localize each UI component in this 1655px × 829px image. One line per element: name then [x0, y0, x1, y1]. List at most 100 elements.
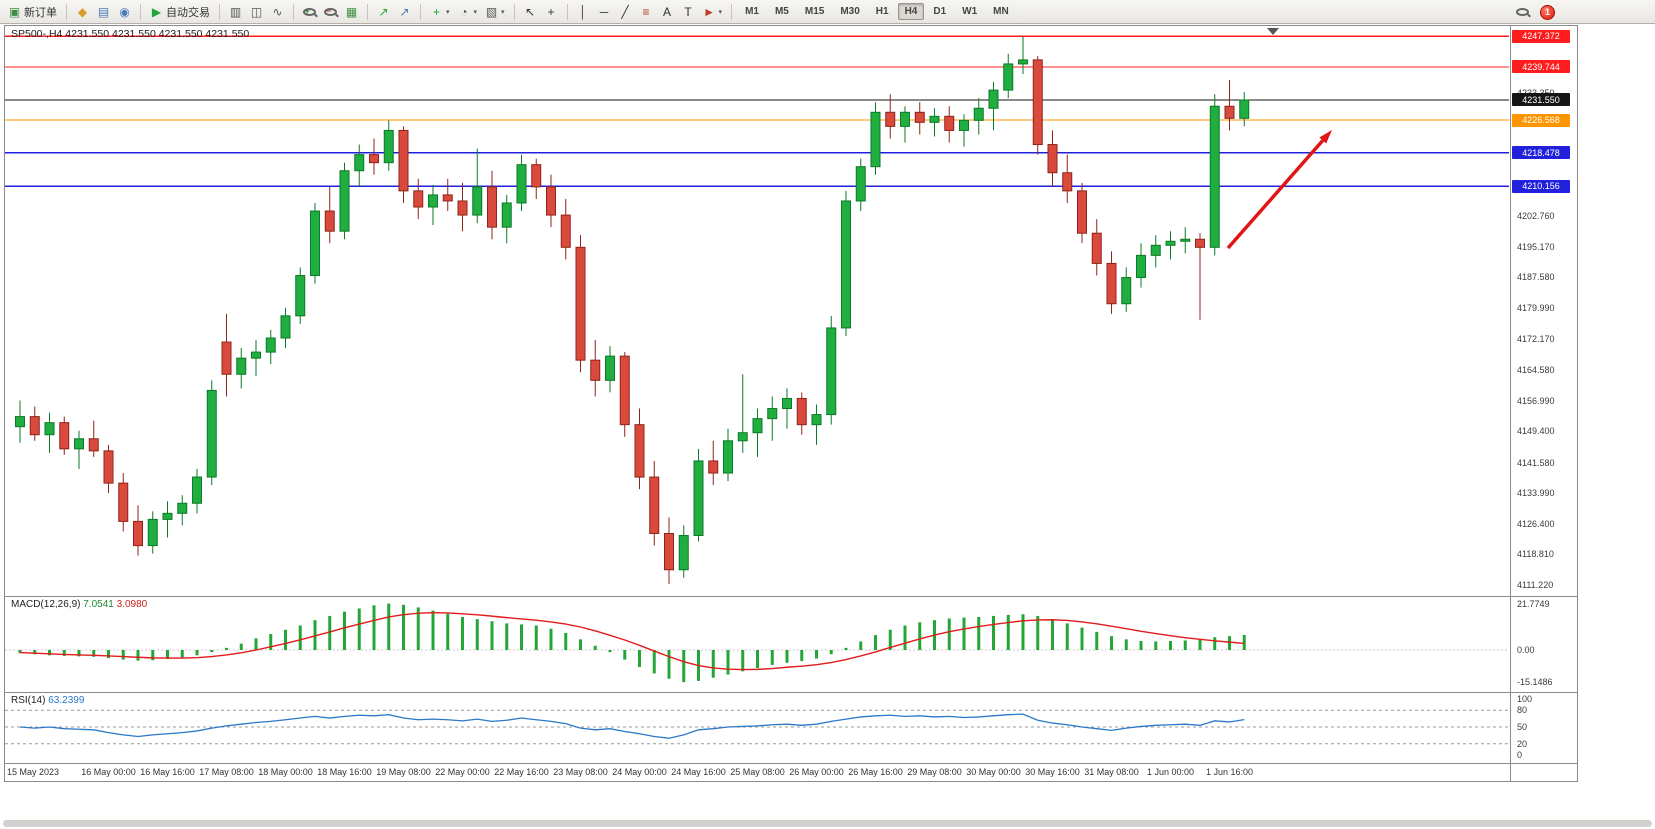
price-axis-label: 4149.400 [1517, 426, 1555, 437]
dropdown-caret-icon: ▾ [501, 8, 505, 16]
clock-icon: ◔ [460, 4, 468, 19]
toolbar-right: 1 [1512, 0, 1555, 24]
time-axis: 15 May 2023 16 May 00:00 16 May 16:00 17 Ma… [5, 764, 1509, 781]
timeframe-d1[interactable]: D1 [933, 6, 947, 17]
label-button[interactable]: T [678, 2, 699, 22]
macd-histogram [18, 603, 1246, 683]
candlestick-button[interactable]: ◫ [246, 2, 267, 22]
indicator-list-button[interactable]: ↗ [394, 2, 415, 22]
macd-main-value: 7.0541 [83, 599, 114, 610]
text-icon: A [663, 4, 672, 19]
rsi-panel-canvas[interactable] [5, 693, 1509, 763]
time-axis-label: 16 May 16:00 [140, 767, 195, 777]
toolbar-separator [367, 3, 368, 20]
rsi-axis-label: 80 [1517, 705, 1528, 716]
zoom-out-button[interactable] [320, 2, 341, 22]
price-axis-label: 4164.580 [1517, 364, 1555, 375]
price-chart-canvas[interactable] [5, 26, 1509, 596]
time-axis-label: 17 May 08:00 [199, 767, 254, 777]
price-axis-label: 4141.580 [1517, 457, 1555, 468]
notifications-badge[interactable]: 1 [1540, 4, 1555, 20]
tile-windows-button[interactable]: ▦ [341, 2, 362, 22]
horizontal-level-lines [5, 35, 1509, 187]
indicators-icon: ↗ [378, 4, 389, 19]
timeframe-m5[interactable]: M5 [774, 6, 789, 17]
zoom-in-icon [303, 7, 316, 16]
timeframe-h4[interactable]: H4 [897, 3, 925, 20]
line-chart-button[interactable]: ∿ [267, 2, 288, 22]
price-axis-label: 4202.760 [1517, 211, 1555, 222]
time-axis-label: 22 May 00:00 [435, 767, 490, 777]
price-level-badge: 4218.478 [1512, 146, 1570, 160]
cursor-button[interactable]: ↖ [520, 2, 541, 22]
price-axis-label: 4172.170 [1517, 334, 1555, 345]
dropdown-caret-icon: ▾ [446, 8, 450, 16]
new-order-button[interactable]: ▣ 新订单 [4, 2, 61, 22]
price-axis-label: 4111.220 [1517, 580, 1554, 590]
search-icon [1516, 8, 1529, 16]
indicator-list-icon: ↗ [399, 4, 410, 19]
crosshair-button[interactable]: + [541, 2, 562, 22]
timeframe-m15[interactable]: M15 [804, 6, 825, 17]
market-watch-button[interactable]: ◆ [72, 2, 93, 22]
vline-button[interactable]: │ [573, 2, 594, 22]
trendline-button[interactable]: ╱ [615, 2, 636, 22]
time-axis-label: 24 May 00:00 [612, 767, 667, 777]
zoom-in-button[interactable] [299, 2, 320, 22]
bar-chart-button[interactable]: ▥ [225, 2, 246, 22]
candlestick-icon: ◫ [250, 4, 263, 19]
text-button[interactable]: A [657, 2, 678, 22]
panel-splitter-macd[interactable] [5, 596, 1577, 597]
timeframe-h1[interactable]: H1 [875, 6, 889, 17]
templates-button[interactable]: ▧ ▾ [481, 2, 509, 22]
price-axis: 4233.350 4202.760 4195.170 4187.580 4179.990… [1510, 26, 1577, 781]
time-axis-label: 31 May 08:00 [1084, 767, 1139, 777]
time-axis-label: 26 May 16:00 [848, 767, 903, 777]
horizontal-scrollbar[interactable] [3, 820, 1652, 827]
time-axis-label: 16 May 00:00 [81, 767, 136, 777]
dropdown-caret-icon: ▾ [473, 8, 478, 16]
navigator-button[interactable]: ▤ [93, 2, 114, 22]
chart-window: SP500-,H4 4231.550 4231.550 4231.550 423… [4, 25, 1578, 782]
macd-axis-label: -15.1486 [1517, 677, 1553, 688]
panel-splitter-rsi[interactable] [5, 692, 1577, 693]
toolbar-separator [66, 3, 67, 20]
toolbar-separator [566, 3, 568, 20]
timeframe-toolbar: M1 M5 M15 M30 H1 H4 D1 W1 MN [737, 0, 1017, 23]
chart-shift-marker-icon [1267, 28, 1279, 35]
timeframe-w1[interactable]: W1 [962, 6, 978, 17]
time-axis-label: 23 May 08:00 [553, 767, 608, 777]
time-axis-label: 25 May 08:00 [730, 767, 785, 777]
timeframe-m30[interactable]: M30 [840, 6, 860, 17]
toolbar-separator [140, 3, 141, 20]
dropdown-caret-icon: ▾ [718, 8, 723, 16]
new-order-button-label: 新订单 [24, 6, 57, 19]
macd-signal-value: 3.0980 [116, 599, 148, 610]
search-button[interactable] [1512, 2, 1533, 22]
candlestick-series [15, 36, 1250, 584]
autotrading-button[interactable]: ▶ 自动交易 [146, 2, 214, 22]
hline-button[interactable]: ─ [594, 2, 615, 22]
timeframe-m1[interactable]: M1 [745, 6, 759, 17]
macd-signal-line [19, 612, 1245, 671]
time-axis-label: 19 May 08:00 [376, 767, 431, 777]
new-chart-button[interactable]: + ▾ [426, 2, 454, 22]
time-axis-label: 18 May 16:00 [317, 767, 372, 777]
terminal-button[interactable]: ◉ [114, 2, 135, 22]
fibonacci-button[interactable]: ≡ [636, 2, 657, 22]
arrows-button[interactable]: ► ▾ [699, 2, 727, 22]
bar-chart-icon: ▥ [229, 4, 242, 19]
macd-panel-canvas[interactable] [5, 597, 1509, 692]
timeframe-mn[interactable]: MN [993, 6, 1009, 17]
macd-indicator-label: MACD(12,26,9) 7.0541 3.0980 [11, 599, 147, 610]
indicators-button[interactable]: ↗ [373, 2, 394, 22]
rsi-axis-label: 100 [1517, 694, 1533, 704]
periods-button[interactable]: ◔ ▾ [454, 2, 482, 22]
navigator-icon: ▤ [97, 4, 110, 19]
time-axis-label: 1 Jun 16:00 [1205, 767, 1254, 777]
price-axis-label: 4156.990 [1517, 395, 1555, 406]
toolbar-buttons: ▣新订单◆▤◉▶自动交易▥◫∿▦↗↗+▾◔▾▧▾↖+│─╱≡AT►▾ [4, 0, 726, 23]
time-axis-label: 26 May 00:00 [789, 767, 844, 777]
rsi-axis-label: 50 [1517, 722, 1528, 732]
panel-splitter-timeaxis [5, 763, 1577, 764]
